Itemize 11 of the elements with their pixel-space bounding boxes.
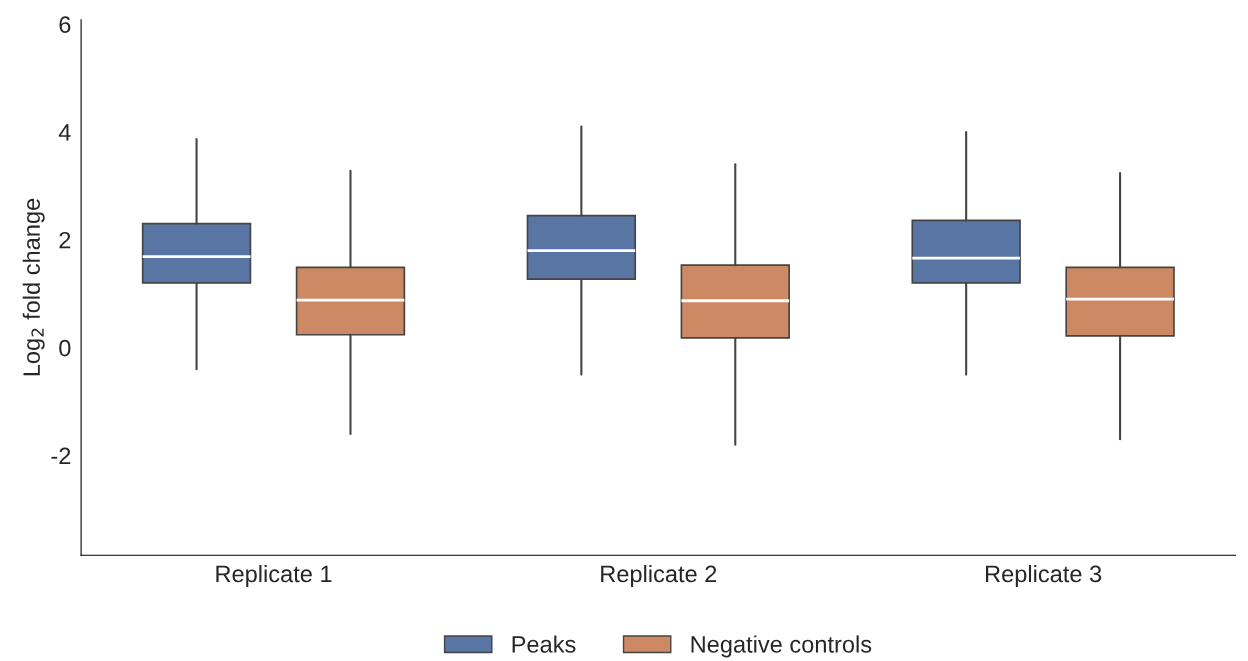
x-tick-label: Replicate 2 [601,564,717,587]
y-tick-label: 0 [59,339,71,357]
x-tick-label: Replicate 1 [216,564,332,587]
y-tick-label: 2 [59,231,71,249]
y-tick-label: 4 [58,124,71,141]
y-axis-title: Log$_{2}$ fold change [22,198,45,376]
y-tick-label: -2 [51,447,71,465]
legend-label: Negative controls [691,635,872,658]
y-tick-label: 6 [59,16,71,33]
x-tick-label: Replicate 3 [986,564,1102,587]
legend-label: Peaks [512,635,576,653]
